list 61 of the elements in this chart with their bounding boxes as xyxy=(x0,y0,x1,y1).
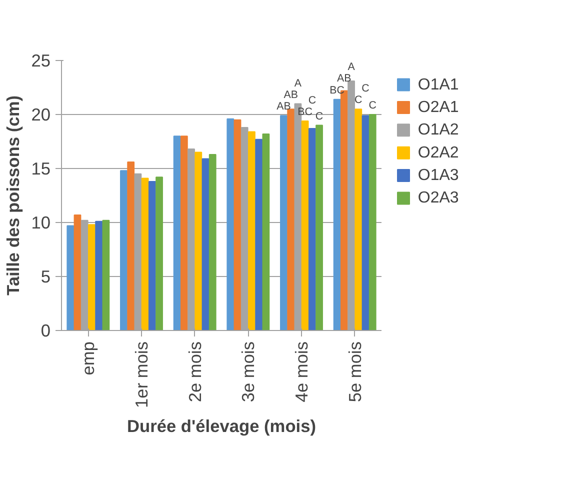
bar xyxy=(368,114,376,330)
y-tick-label: 10 xyxy=(31,212,51,232)
y-tick-label: 20 xyxy=(31,104,51,124)
y-tick-label: 25 xyxy=(31,50,51,70)
x-tick-label: 1er mois xyxy=(132,341,152,408)
bar xyxy=(173,136,181,330)
bar xyxy=(127,162,135,330)
y-tick-label: 0 xyxy=(40,320,51,340)
annotation: C xyxy=(308,94,316,107)
bar xyxy=(88,224,96,330)
legend-label: O1A3 xyxy=(418,167,459,184)
annotation: C xyxy=(354,94,363,106)
x-axis-title: Durée d'élevage (mois) xyxy=(126,416,316,436)
bar xyxy=(202,158,210,330)
bar xyxy=(287,108,295,330)
legend-label: O1A1 xyxy=(418,76,459,94)
bar xyxy=(333,98,341,330)
bar xyxy=(280,115,288,330)
y-tick-label: 15 xyxy=(31,158,51,178)
bar xyxy=(234,119,242,330)
bar xyxy=(102,220,110,330)
bar xyxy=(316,124,323,330)
x-tick-label: 4e mois xyxy=(292,341,312,402)
bar xyxy=(255,138,263,330)
annotation: BC xyxy=(330,84,345,96)
bar xyxy=(362,115,370,330)
y-axis-title: Taille des poissons (cm) xyxy=(3,96,24,296)
annotation: AB xyxy=(284,89,298,102)
bar xyxy=(66,225,74,330)
legend-label: O2A1 xyxy=(418,98,459,116)
x-tick-label: emp xyxy=(78,341,98,376)
bar xyxy=(194,152,202,330)
annotation: C xyxy=(362,82,370,95)
bar xyxy=(308,128,316,330)
bar xyxy=(156,176,163,330)
annotation: C xyxy=(368,100,377,112)
bar xyxy=(148,180,156,330)
bar xyxy=(262,133,270,330)
annotation: A xyxy=(348,61,356,74)
annotation: AB xyxy=(337,72,352,85)
annotation: A xyxy=(294,78,302,90)
bar xyxy=(141,178,149,330)
bar xyxy=(354,108,362,330)
y-tick-label: 5 xyxy=(40,266,51,286)
legend-label: O2A2 xyxy=(418,144,459,162)
bar xyxy=(95,220,103,330)
x-tick-label: 3e mois xyxy=(238,341,258,402)
bar xyxy=(120,170,128,330)
bar xyxy=(226,118,234,330)
legend-label: O1A2 xyxy=(418,122,459,139)
legend-label: O2A3 xyxy=(418,190,459,207)
annotation: AB xyxy=(276,100,291,113)
bar xyxy=(74,214,82,330)
x-tick-label: 5e mois xyxy=(344,341,365,402)
annotation: BC xyxy=(298,106,313,118)
bar xyxy=(301,120,309,330)
bar xyxy=(208,154,216,330)
x-tick-label: 2e mois xyxy=(184,341,205,402)
bar xyxy=(180,136,188,330)
annotation: C xyxy=(315,110,324,122)
bar xyxy=(248,131,256,330)
